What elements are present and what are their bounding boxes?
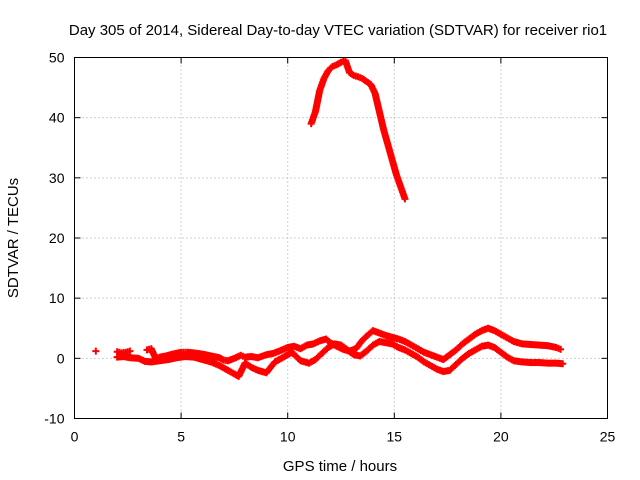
data-points	[92, 57, 567, 380]
y-tick-label: 10	[49, 290, 65, 306]
data-point-baseline-lower	[559, 360, 567, 368]
x-tick-label: 5	[177, 429, 185, 445]
data-point-peak-arc	[401, 195, 409, 203]
y-tick-label: 50	[49, 50, 65, 66]
y-axis-label: SDTVAR / TECUs	[5, 178, 22, 298]
y-tick-label: 30	[49, 170, 65, 186]
y-tick-label: 20	[49, 230, 65, 246]
axis-ticks: 0 5 10 15 20 25 -10 0 10 20 30 40 50	[44, 50, 615, 445]
x-axis-label: GPS time / hours	[283, 458, 397, 475]
x-tick-label: 0	[71, 429, 79, 445]
x-tick-label: 15	[387, 429, 403, 445]
y-tick-label: 40	[49, 110, 65, 126]
data-point-baseline-upper	[92, 347, 100, 355]
x-tick-label: 10	[280, 429, 296, 445]
data-point-baseline-upper	[126, 347, 134, 355]
x-tick-label: 25	[600, 429, 616, 445]
data-point-baseline-upper	[557, 345, 565, 353]
chart-title: Day 305 of 2014, Sidereal Day-to-day VTE…	[69, 22, 607, 39]
y-tick-label: -10	[44, 411, 64, 427]
x-tick-label: 20	[493, 429, 509, 445]
y-tick-label: 0	[57, 350, 65, 366]
